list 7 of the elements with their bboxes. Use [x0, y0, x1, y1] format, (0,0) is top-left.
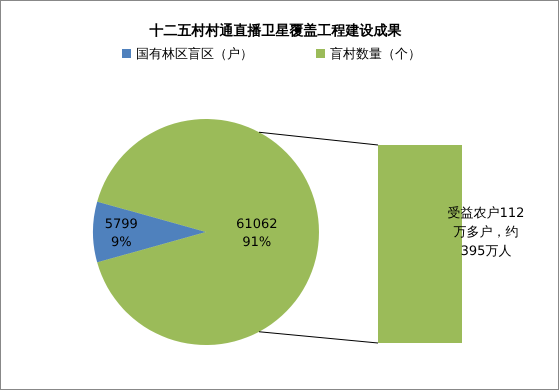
pie-slice — [93, 202, 206, 262]
legend-label: 盲村数量（个） — [330, 46, 421, 62]
legend-label: 国有林区盲区（户） — [136, 46, 253, 62]
data-label: 61062 91% — [236, 217, 278, 250]
pie-slice — [97, 119, 319, 345]
chart-title: 十二五村村通直播卫星覆盖工程建设成果 — [148, 22, 402, 39]
data-label: 5799 9% — [104, 217, 138, 250]
